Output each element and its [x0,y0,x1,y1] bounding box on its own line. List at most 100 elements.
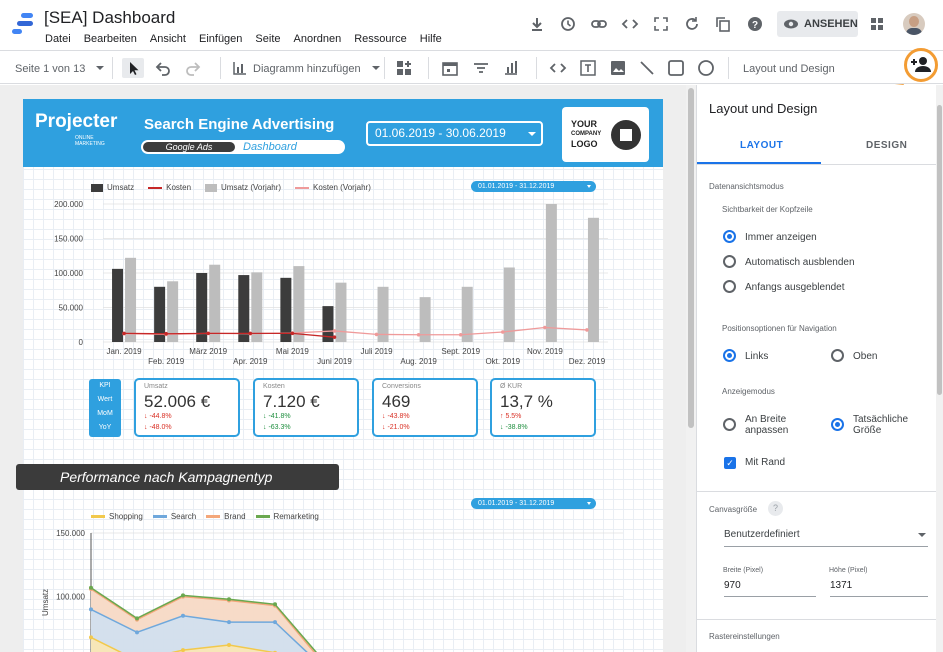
link-icon[interactable] [590,15,608,33]
arrow-down-icon: ↓ [263,424,267,431]
arrow-down-icon: ↓ [263,413,267,420]
page-select[interactable]: Seite 1 von 13 [15,63,105,75]
checkbox-with-border[interactable]: ✓ [724,457,736,469]
copy-icon[interactable] [714,15,732,33]
x-tick-label: Jan. 2019 [106,347,142,356]
data-control-icon[interactable] [502,59,520,77]
view-button[interactable]: ANSEHEN [777,11,858,37]
menu-file[interactable]: Datei [45,33,71,45]
date-range-control[interactable]: 01.06.2019 - 30.06.2019 [366,121,543,146]
height-input[interactable]: 1371 [830,580,928,597]
arrow-down-icon: ↓ [382,413,386,420]
layout-design-button[interactable]: Layout und Design [743,63,835,75]
add-control-icon[interactable] [395,59,413,77]
apps-grid-icon[interactable] [868,15,886,33]
menu-view[interactable]: Ansicht [149,33,186,45]
x-tick-label: Apr. 2019 [233,357,268,366]
radio-fit-width[interactable] [723,418,736,431]
point-remarketing [135,616,139,621]
canvas-size-select[interactable]: Benutzerdefiniert [724,529,928,547]
redo-icon[interactable] [184,59,202,77]
image-icon[interactable] [609,59,627,77]
radio-nav-top[interactable] [831,349,844,362]
legend-swatch [255,515,270,518]
radio-actual-size[interactable] [831,418,844,431]
menu-help[interactable]: Hilfe [419,33,442,45]
download-icon[interactable] [528,15,546,33]
history-icon[interactable] [559,15,577,33]
menu-bar: Datei Bearbeiten Ansicht Einfügen Seite … [45,33,455,45]
report-canvas: Projecter ONLINE MARKETING Search Engine… [0,85,686,652]
select-cursor-icon[interactable] [122,58,144,78]
menu-arrange[interactable]: Anordnen [293,33,342,45]
bar-umsatz-vorjahr [209,264,221,342]
kpi-legend-box: KPI Wert MoM YoY [89,379,121,437]
arrow-down-icon: ↓ [144,424,148,431]
width-input[interactable]: 970 [724,580,816,597]
tab-design[interactable]: DESIGN [866,140,908,151]
menu-edit[interactable]: Bearbeiten [83,33,137,45]
add-chart-label: Diagramm hinzufügen [253,63,361,75]
add-chart-button[interactable]: Diagramm hinzufügen [253,63,380,75]
radio-initially-hidden[interactable] [723,280,736,293]
chart1-date-range[interactable]: 01.01.2019 - 31.12.2019 [471,181,596,192]
fullscreen-icon[interactable] [652,15,670,33]
kpi-card-kosten[interactable]: Kosten 7.120 € ↓ -41.8% ↓ -63.3% [253,378,359,437]
canvas-scrollbar[interactable] [686,85,696,652]
kpi-card-umsatz[interactable]: Umsatz 52.006 € ↓ -44.8% ↓ -48.0% [134,378,240,437]
kpi-label-kpi: KPI [99,382,111,389]
y-tick-label: 0 [79,338,84,347]
line-icon[interactable] [638,59,656,77]
date-range-icon[interactable] [441,59,459,77]
kpi-mom: -41.8% [268,413,291,420]
refresh-icon[interactable] [683,15,701,33]
help-circle-icon[interactable]: ? [768,501,783,516]
point-kosten-vorjahr [500,330,505,334]
bar-umsatz-vorjahr [545,204,557,342]
panel-scrollbar[interactable] [936,85,943,652]
area-search [91,609,307,652]
x-tick-label: Dez. 2019 [569,357,606,366]
radio-auto-hide[interactable] [723,255,736,268]
embed-code-icon[interactable] [621,15,639,33]
bar-chart-icon[interactable] [231,59,249,77]
share-add-person-button[interactable] [904,48,938,82]
data-studio-logo[interactable] [12,11,34,37]
radio-always-show[interactable] [723,230,736,243]
kpi-card-kur[interactable]: Ø KUR 13,7 % ↑ 5.5% ↓ -38.8% [490,378,596,437]
arrow-down-icon: ↓ [144,413,148,420]
rectangle-icon[interactable] [667,59,685,77]
kpi-card-conversions[interactable]: Conversions 469 ↓ -43.8% ↓ -21.0% [372,378,478,437]
x-tick-label: Feb. 2019 [148,357,185,366]
svg-text:?: ? [752,20,758,31]
text-box-icon[interactable] [579,59,597,77]
point-kosten [206,331,211,336]
help-icon[interactable]: ? [746,15,764,33]
menu-insert[interactable]: Einfügen [198,33,243,45]
user-avatar[interactable] [903,13,925,35]
menu-resource[interactable]: Ressource [354,33,407,45]
chart2-date-range[interactable]: 01.01.2019 - 31.12.2019 [471,498,596,509]
legend-swatch [91,515,105,518]
circle-icon[interactable] [697,59,715,77]
projecter-logo: Projecter [35,111,118,132]
bar-umsatz [154,286,166,342]
point-shopping [181,648,185,652]
report-page[interactable]: Projecter ONLINE MARKETING Search Engine… [16,99,663,652]
radio-label: Oben [853,351,878,362]
radio-nav-left[interactable] [723,349,736,362]
nav-position-heading: Positionsoptionen für Navigation [722,324,837,333]
revenue-cost-chart[interactable]: 200.000 150.000 100.000 50.000 0 Jan. 2019 Feb… [23,194,663,374]
report-header: Projecter ONLINE MARKETING Search Engine… [23,99,663,167]
filter-icon[interactable] [472,59,490,77]
undo-icon[interactable] [154,59,172,77]
section-title-banner[interactable]: Performance nach Kampagnentyp [16,464,339,490]
kpi-value: 469 [382,392,411,411]
tab-layout[interactable]: LAYOUT [740,140,784,151]
menu-page[interactable]: Seite [255,33,281,45]
point-shopping [89,635,93,640]
report-title[interactable]: [SEA] Dashboard [44,8,176,27]
embed-url-icon[interactable] [549,59,567,77]
height-label: Höhe (Pixel) [829,567,868,574]
